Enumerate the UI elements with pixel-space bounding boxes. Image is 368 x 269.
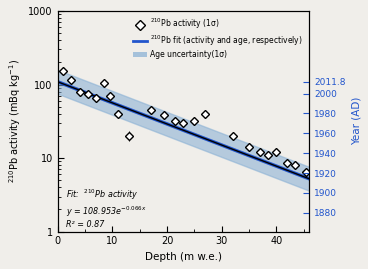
X-axis label: Depth (m w.e.): Depth (m w.e.) [145, 252, 222, 262]
Y-axis label: Year (AD): Year (AD) [351, 97, 361, 146]
Y-axis label: $^{210}$Pb activity (mBq kg$^{-1}$): $^{210}$Pb activity (mBq kg$^{-1}$) [7, 59, 23, 183]
Text: Fit:  $^{210}$Pb activity
y = 108.953e$^{-0.066x}$
R² = 0.87: Fit: $^{210}$Pb activity y = 108.953e$^{… [66, 188, 147, 229]
Legend: $^{210}$Pb activity (1σ), $^{210}$Pb fit (activity and age, respectively), Age u: $^{210}$Pb activity (1σ), $^{210}$Pb fit… [131, 15, 305, 62]
